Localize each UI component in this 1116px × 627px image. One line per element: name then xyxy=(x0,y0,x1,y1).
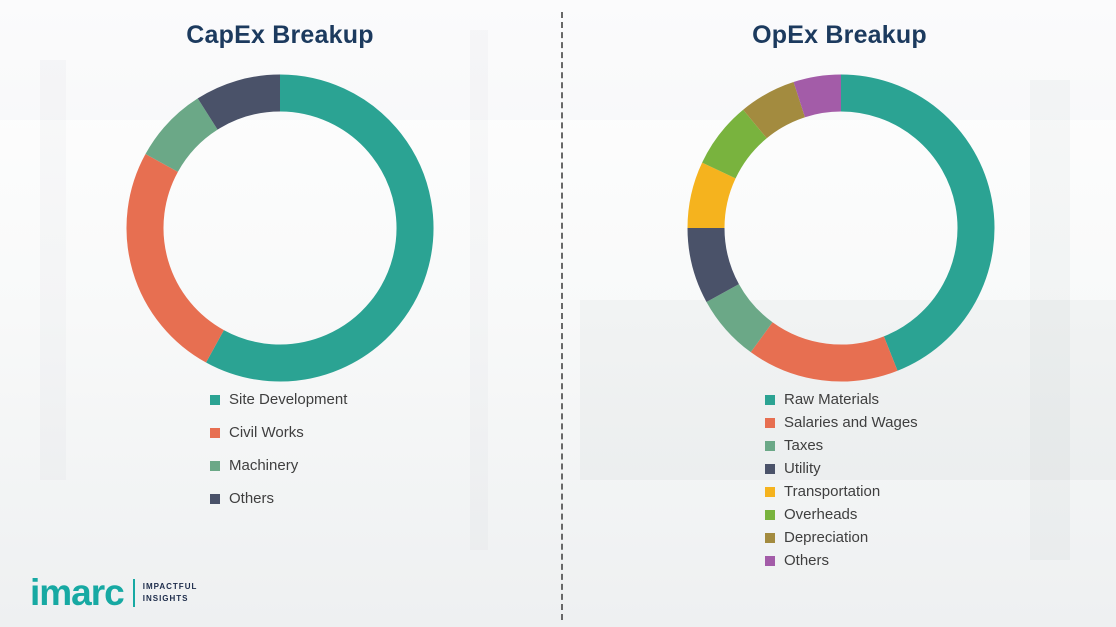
donut-segment-others xyxy=(197,74,281,130)
legend-label: Others xyxy=(784,552,830,569)
tagline-line-1: IMPACTFUL xyxy=(142,581,198,591)
donut-segment-transportation xyxy=(687,162,736,229)
legend-marker xyxy=(210,494,220,504)
legend-item: Depreciation xyxy=(765,528,918,548)
capex-chart-title: CapEx Breakup xyxy=(186,21,374,49)
legend-label: Salaries and Wages xyxy=(784,414,918,431)
capex-chart-panel: CapEx Breakup Site Development Civil Work… xyxy=(126,21,434,522)
donut-segment-others xyxy=(793,74,842,118)
donut-segment-utility xyxy=(687,227,740,302)
legend-marker xyxy=(765,487,775,497)
donut-segment-overheads xyxy=(702,109,768,179)
imarc-logo-divider-bar xyxy=(132,578,135,607)
legend-item: Civil Works xyxy=(210,423,347,443)
donut-segment-site-development xyxy=(206,74,434,382)
legend-label: Others xyxy=(229,490,275,507)
tagline-line-2: INSIGHTS xyxy=(142,593,189,603)
legend-label: Site Development xyxy=(229,391,348,408)
capex-donut-chart xyxy=(126,74,434,382)
donut-segment-machinery xyxy=(145,98,219,173)
legend-marker xyxy=(210,428,220,438)
capex-legend: Site Development Civil Works Machinery Othe… xyxy=(210,390,347,522)
imarc-logo-wordmark: imarc xyxy=(30,572,125,613)
donut-segment-civil-works xyxy=(126,154,225,363)
legend-label: Raw Materials xyxy=(784,391,880,408)
legend-item: Salaries and Wages xyxy=(765,413,918,433)
donut-segment-raw-materials xyxy=(840,74,995,371)
opex-legend: Raw Materials Salaries and Wages Taxes Util… xyxy=(765,390,918,574)
legend-item: Transportation xyxy=(765,482,918,502)
opex-chart-title: OpEx Breakup xyxy=(752,21,927,49)
legend-item: Machinery xyxy=(210,456,347,476)
legend-label: Utility xyxy=(784,460,821,477)
divider-dashed-line xyxy=(561,12,563,620)
legend-marker xyxy=(765,510,775,520)
legend-marker xyxy=(210,461,220,471)
legend-item: Overheads xyxy=(765,505,918,525)
legend-item: Raw Materials xyxy=(765,390,918,410)
legend-marker xyxy=(765,441,775,451)
legend-marker xyxy=(765,418,775,428)
legend-item: Utility xyxy=(765,459,918,479)
donut-segment-salaries-and-wages xyxy=(750,321,898,382)
opex-chart-panel: OpEx Breakup Raw Materials Salaries and W… xyxy=(563,0,1116,627)
imarc-logo-tagline: IMPACTFUL INSIGHTS xyxy=(143,581,198,604)
legend-marker xyxy=(765,533,775,543)
legend-marker xyxy=(210,395,220,405)
legend-item: Site Development xyxy=(210,390,347,410)
legend-marker xyxy=(765,556,775,566)
legend-label: Depreciation xyxy=(784,529,869,546)
legend-item: Taxes xyxy=(765,436,918,456)
legend-item: Others xyxy=(210,489,347,509)
donut-segment-taxes xyxy=(706,283,773,353)
donut-segment-depreciation xyxy=(743,82,806,139)
legend-label: Civil Works xyxy=(229,424,304,441)
legend-label: Overheads xyxy=(784,506,858,523)
legend-label: Transportation xyxy=(784,483,881,500)
legend-marker xyxy=(765,464,775,474)
legend-marker xyxy=(765,395,775,405)
legend-label: Machinery xyxy=(229,457,299,474)
legend-label: Taxes xyxy=(784,437,824,454)
imarc-logo: imarc IMPACTFUL INSIGHTS xyxy=(30,574,197,611)
opex-donut-chart xyxy=(687,74,995,382)
legend-item: Others xyxy=(765,551,918,571)
